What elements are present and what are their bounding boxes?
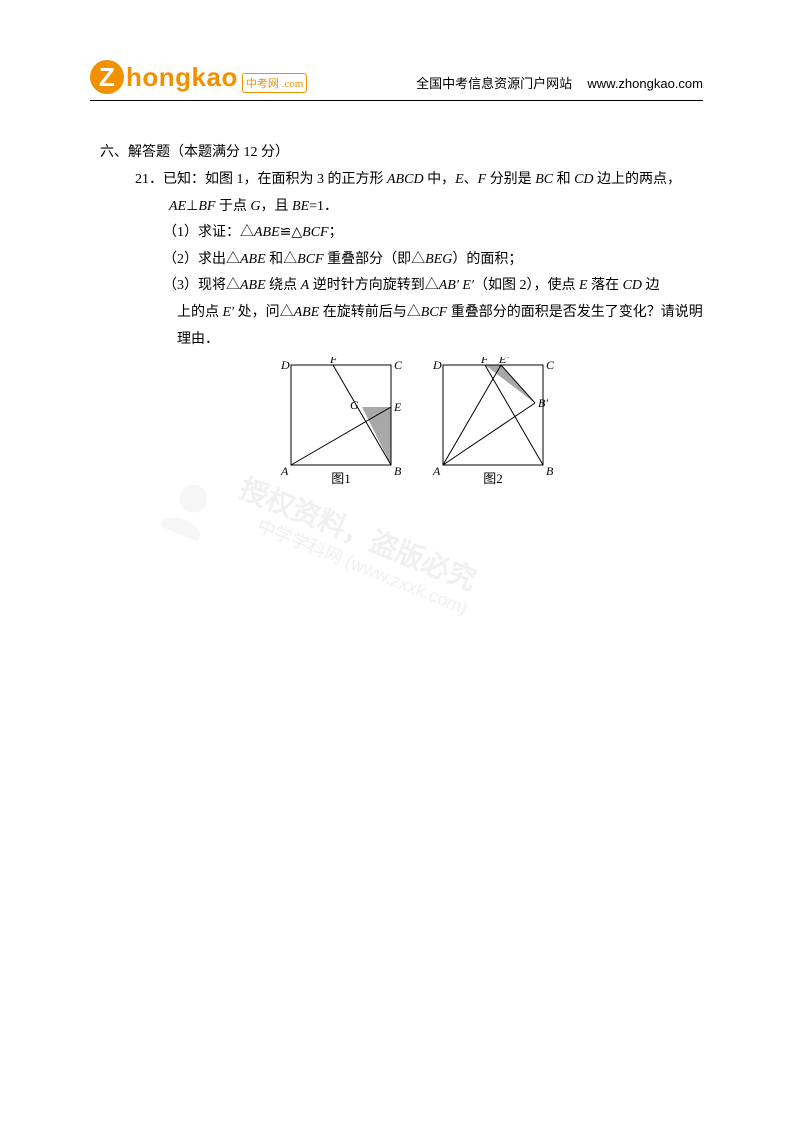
part-1: （1）求证：△ABE≌△BCF；	[135, 220, 703, 247]
section-text: 解答题（本题满分 12 分）	[128, 145, 289, 160]
logo: Z hongkao 中考网 .com	[90, 60, 307, 94]
header-tagline: 全国中考信息资源门户网站 www.zhongkao.com	[416, 73, 703, 94]
logo-suffix: 中考网 .com	[242, 73, 307, 93]
part-3: （3）现将△ABE 绕点 A 逆时针方向旋转到△AB′ E′（如图 2），使点 …	[135, 273, 703, 300]
svg-text:F: F	[329, 357, 338, 366]
svg-text:E: E	[393, 400, 402, 414]
figure-2: A B C D F E′ B′ 图2	[425, 357, 565, 487]
section-title: 六、解答题（本题满分 12 分）	[100, 141, 703, 161]
figures-row: A B C D E F G 图1 A B C D F E′ B′ 图2	[135, 357, 703, 487]
svg-text:F: F	[480, 357, 489, 366]
svg-text:图1: 图1	[331, 471, 351, 486]
part-3-continuation: 上的点 E′ 处，问△ABE 在旋转前后与△BCF 重叠部分的面积是否发生了变化…	[135, 300, 703, 353]
part-2: （2）求出△ABE 和△BCF 重叠部分（即△BEG）的面积；	[135, 247, 703, 274]
figure-1: A B C D E F G 图1	[273, 357, 413, 487]
problem-intro: 21．已知：如图 1，在面积为 3 的正方形 ABCD 中，E、F 分别是 BC…	[135, 167, 703, 220]
svg-text:B: B	[546, 464, 554, 478]
svg-text:C: C	[394, 358, 403, 372]
section-number: 六、	[100, 145, 128, 160]
header-url: www.zhongkao.com	[587, 76, 703, 91]
svg-text:B′: B′	[538, 396, 548, 410]
svg-text:A: A	[432, 464, 441, 478]
svg-text:D: D	[432, 358, 442, 372]
page-header: Z hongkao 中考网 .com 全国中考信息资源门户网站 www.zhon…	[90, 60, 703, 101]
svg-text:图2: 图2	[483, 471, 503, 486]
logo-text: hongkao	[126, 62, 238, 93]
svg-text:D: D	[280, 358, 290, 372]
svg-text:E′: E′	[498, 357, 509, 366]
logo-z-icon: Z	[90, 60, 124, 94]
svg-text:G: G	[350, 398, 359, 412]
svg-text:C: C	[546, 358, 555, 372]
svg-text:A: A	[280, 464, 289, 478]
problem-21: 21．已知：如图 1，在面积为 3 的正方形 ABCD 中，E、F 分别是 BC…	[135, 167, 703, 487]
problem-number: 21．	[135, 172, 163, 187]
tagline-text: 全国中考信息资源门户网站	[416, 76, 572, 91]
svg-text:B: B	[394, 464, 402, 478]
